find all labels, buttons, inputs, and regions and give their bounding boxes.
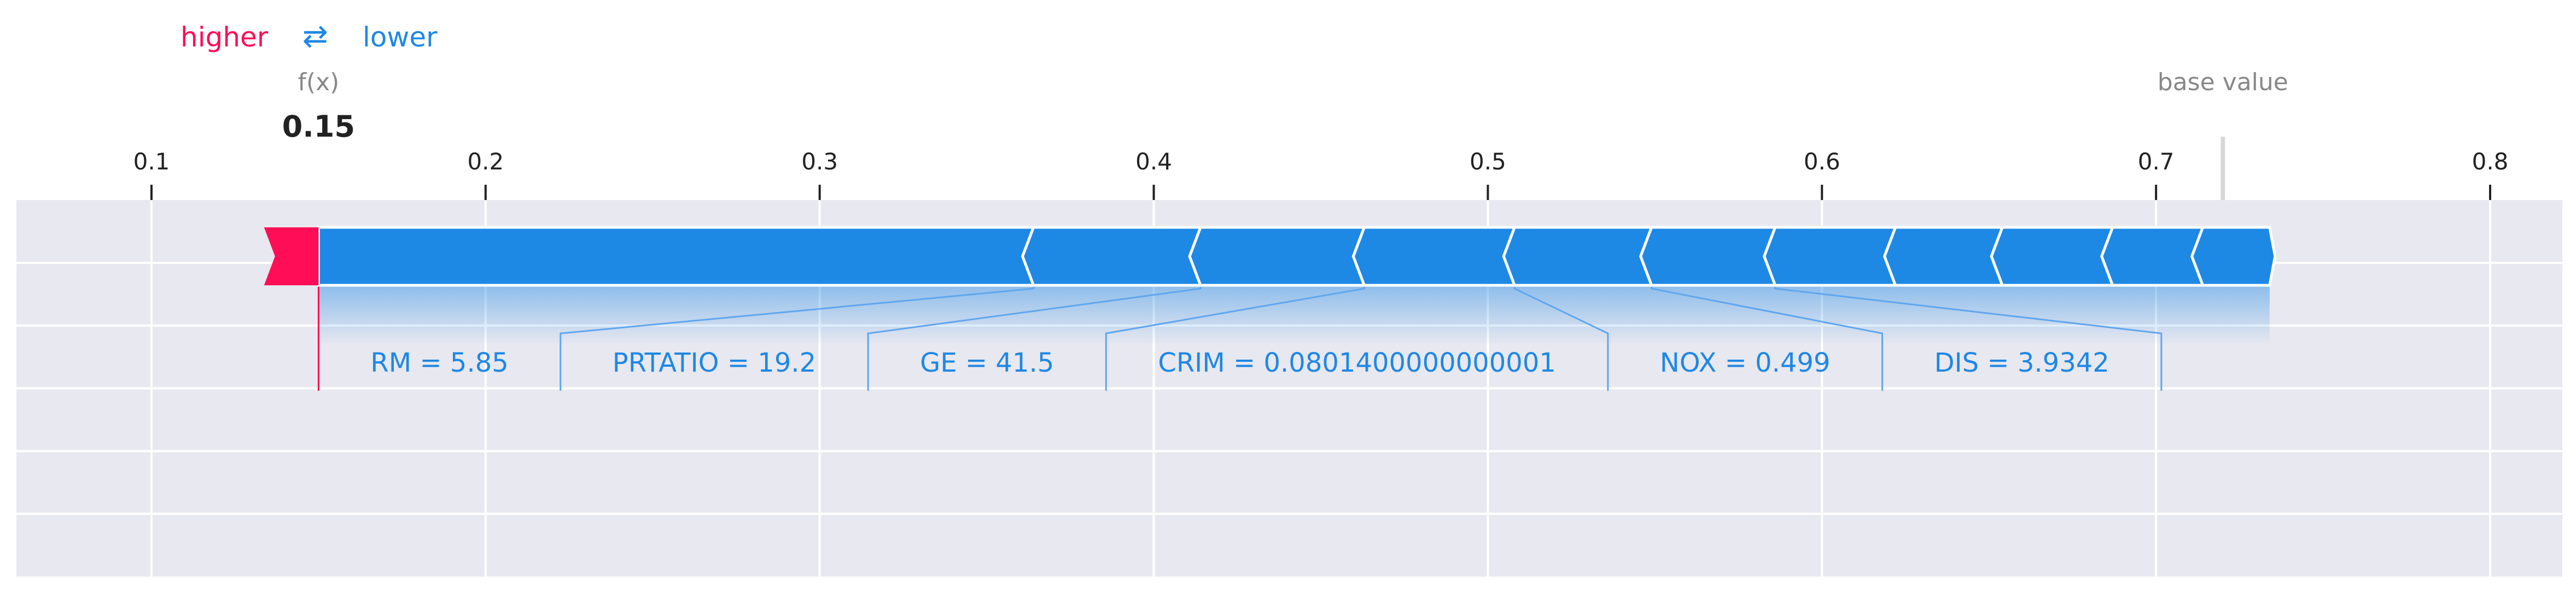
- fx-label: f(x): [298, 68, 339, 96]
- label-connector: [1774, 285, 2163, 391]
- force-bar: [264, 226, 2277, 287]
- feature-label: NOX = 0.499: [1660, 348, 1831, 378]
- label-connectors: [317, 285, 2163, 391]
- feature-label: RM = 5.85: [370, 348, 508, 378]
- force-segment-negative: [1990, 226, 2115, 287]
- label-connector: [867, 285, 1202, 391]
- x-tick-label: 0.7: [2138, 148, 2175, 175]
- feature-label: GE = 41.5: [920, 348, 1054, 378]
- x-axis: 0.1 0.2 0.3 0.4 0.5 0.6 0.7 0.8: [133, 137, 2509, 200]
- force-segment-negative: [1502, 226, 1654, 287]
- feature-label: PRTATIO = 19.2: [613, 348, 816, 378]
- feature-labels: RM = 5.85 PRTATIO = 19.2 GE = 41.5 CRIM = 0…: [370, 348, 2109, 378]
- force-segment-negative: [1639, 226, 1777, 287]
- legend: higher ⇄ lower: [180, 19, 438, 54]
- label-connector: [1513, 285, 1609, 391]
- legend-arrows-icon: ⇄: [302, 19, 328, 54]
- force-segment-negative: [1351, 226, 1517, 287]
- force-segment-positive: [264, 227, 319, 285]
- label-connector: [1651, 285, 1884, 391]
- x-tick-label: 0.8: [2472, 148, 2509, 175]
- base-value-label: base value: [2158, 68, 2288, 96]
- label-connector: [1105, 285, 1365, 391]
- negative-fade: [318, 285, 2270, 345]
- force-segment-negative: [1763, 226, 1898, 287]
- x-tick-label: 0.2: [467, 148, 504, 175]
- feature-label: DIS = 3.9342: [1934, 348, 2109, 378]
- x-tick-label: 0.3: [801, 148, 838, 175]
- fx-value: 0.15: [282, 109, 355, 144]
- x-tick-label: 0.5: [1470, 148, 1506, 175]
- force-segment-negative: [1188, 226, 1367, 287]
- force-segment-negative: [317, 226, 1036, 287]
- force-segment-negative: [2100, 226, 2205, 287]
- x-tick-label: 0.4: [1135, 148, 1172, 175]
- feature-label: CRIM = 0.0801400000000001: [1158, 348, 1556, 378]
- force-segment-negative: [1021, 226, 1203, 287]
- force-segment-negative: [1883, 226, 2004, 287]
- legend-higher-label: higher: [180, 21, 269, 53]
- fade-region: [318, 285, 2270, 345]
- x-tick-label: 0.6: [1804, 148, 1840, 175]
- value-annotations: f(x) 0.15 base value: [282, 68, 2288, 144]
- x-tick-label: 0.1: [133, 148, 170, 175]
- legend-lower-label: lower: [363, 21, 438, 53]
- force-segment-negative: [2190, 226, 2277, 287]
- label-connector: [560, 285, 1035, 391]
